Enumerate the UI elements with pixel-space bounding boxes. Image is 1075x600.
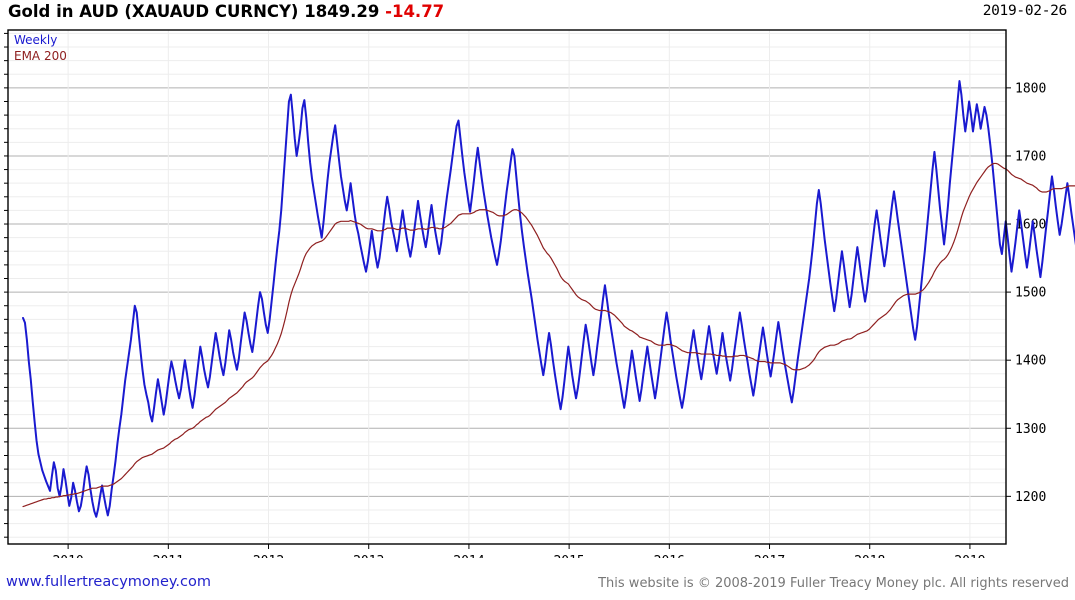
y-axis-label: 1300 <box>1015 422 1046 437</box>
legend-ema-label: EMA 200 <box>14 49 67 63</box>
as-of-date: 2019-02-26 <box>982 3 1068 19</box>
x-axis-label: 2018 <box>854 554 885 558</box>
title-instrument: Gold in AUD (XAUAUD CURNCY) 1849.29 <box>8 2 386 21</box>
y-axis-label: 1800 <box>1015 81 1046 96</box>
x-axis-label: 2011 <box>153 554 184 558</box>
y-axis-label: 1700 <box>1015 149 1046 164</box>
ema-line <box>22 162 1075 508</box>
x-axis-label: 2016 <box>654 554 685 558</box>
x-axis-label: 2015 <box>553 554 584 558</box>
y-axis-label: 1200 <box>1015 490 1046 505</box>
x-axis-label: 2014 <box>453 554 484 558</box>
page-title: Gold in AUD (XAUAUD CURNCY) 1849.29 -14.… <box>8 2 444 21</box>
y-axis-label: 1600 <box>1015 218 1046 233</box>
copyright-notice: This website is © 2008-2019 Fuller Treac… <box>598 576 1069 591</box>
x-axis-label: 2013 <box>353 554 384 558</box>
y-axis-label: 1400 <box>1015 354 1046 369</box>
price-line <box>22 80 1075 518</box>
plot-border <box>7 29 1007 545</box>
x-axis-label: 2019 <box>954 554 985 558</box>
x-axis-label: 2012 <box>253 554 284 558</box>
site-url-link[interactable]: www.fullertreacymoney.com <box>6 574 211 590</box>
plot-area: 1200 1300 1400 1500 1600 1700 1800 2010 2011 2012… <box>0 28 1075 558</box>
legend-weekly-label: Weekly <box>14 33 57 47</box>
x-axis-label: 2010 <box>52 554 83 558</box>
price-change: -14.77 <box>385 2 445 21</box>
chart-header: Gold in AUD (XAUAUD CURNCY) 1849.29 -14.… <box>0 0 1075 28</box>
price-chart[interactable]: 1200 1300 1400 1500 1600 1700 1800 2010 2011 2012… <box>0 28 1075 558</box>
plot-background <box>8 30 1006 544</box>
chart-footer: www.fullertreacymoney.com This website i… <box>0 570 1075 600</box>
x-axis-label: 2017 <box>754 554 785 558</box>
y-axis-label: 1500 <box>1015 286 1046 301</box>
